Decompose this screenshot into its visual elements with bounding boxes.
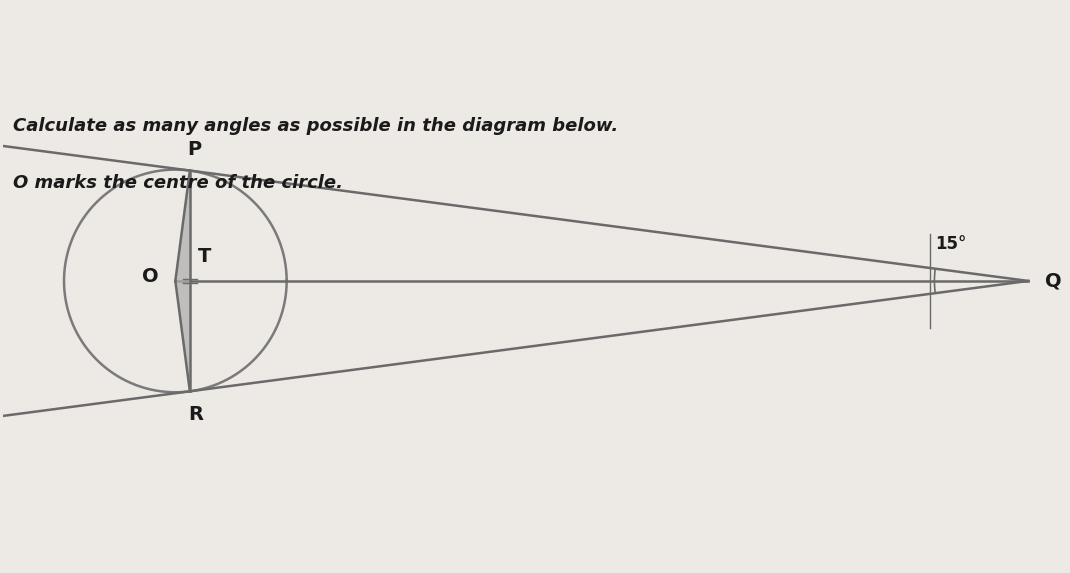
Text: R: R <box>188 405 203 423</box>
Text: O marks the centre of the circle.: O marks the centre of the circle. <box>14 174 343 192</box>
Text: P: P <box>187 140 201 159</box>
Text: Calculate as many angles as possible in the diagram below.: Calculate as many angles as possible in … <box>14 117 618 135</box>
Text: T: T <box>198 248 211 266</box>
Polygon shape <box>175 171 189 391</box>
Text: Q: Q <box>1045 272 1061 291</box>
Text: O: O <box>142 267 158 286</box>
Text: 15°: 15° <box>935 235 966 253</box>
